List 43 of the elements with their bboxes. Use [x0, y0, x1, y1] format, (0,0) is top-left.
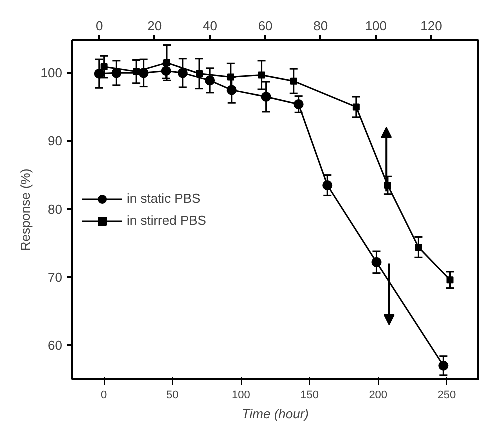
point [161, 66, 172, 76]
x-tick-label: 250 [438, 390, 456, 402]
x2-tick-label: 120 [420, 18, 442, 34]
point [294, 99, 304, 110]
x2-tick-label: 20 [148, 18, 162, 34]
x-tick-label: 150 [300, 390, 319, 402]
y-tick-label: 80 [48, 202, 63, 217]
point [322, 180, 333, 190]
x2-tick-label: 60 [258, 18, 273, 34]
legend-label: in static PBS [127, 191, 201, 206]
point [100, 64, 108, 71]
y-tick-label: 60 [48, 338, 63, 353]
x-axis-title: Time (hour) [242, 406, 310, 422]
point [261, 92, 272, 102]
legend-label: in stirred PBS [127, 213, 206, 228]
x-tick-label: 0 [100, 390, 108, 402]
point [196, 70, 204, 78]
point [415, 244, 422, 251]
y-tick-label: 70 [48, 270, 63, 285]
point [112, 68, 122, 78]
y-tick-label: 90 [48, 134, 63, 149]
x2-tick-label: 80 [314, 18, 328, 34]
x2-tick-label: 40 [203, 18, 218, 34]
point [178, 68, 188, 78]
point [94, 68, 104, 79]
point [164, 59, 171, 66]
point [290, 78, 298, 85]
point [258, 72, 266, 79]
point [352, 104, 360, 111]
x-tick-label: 100 [232, 390, 250, 402]
point [227, 74, 234, 81]
point [438, 360, 449, 371]
x-tick-label: 200 [369, 390, 388, 402]
y-axis-title: Response (%) [18, 168, 33, 252]
point [446, 276, 454, 284]
point [133, 68, 140, 76]
x2-tick-label: 100 [365, 18, 388, 34]
x2-tick-label: 0 [96, 18, 104, 34]
y-tick-label: 100 [40, 66, 63, 81]
point [372, 257, 382, 268]
point [226, 85, 237, 96]
x-tick-label: 50 [166, 390, 179, 402]
point [205, 76, 216, 86]
